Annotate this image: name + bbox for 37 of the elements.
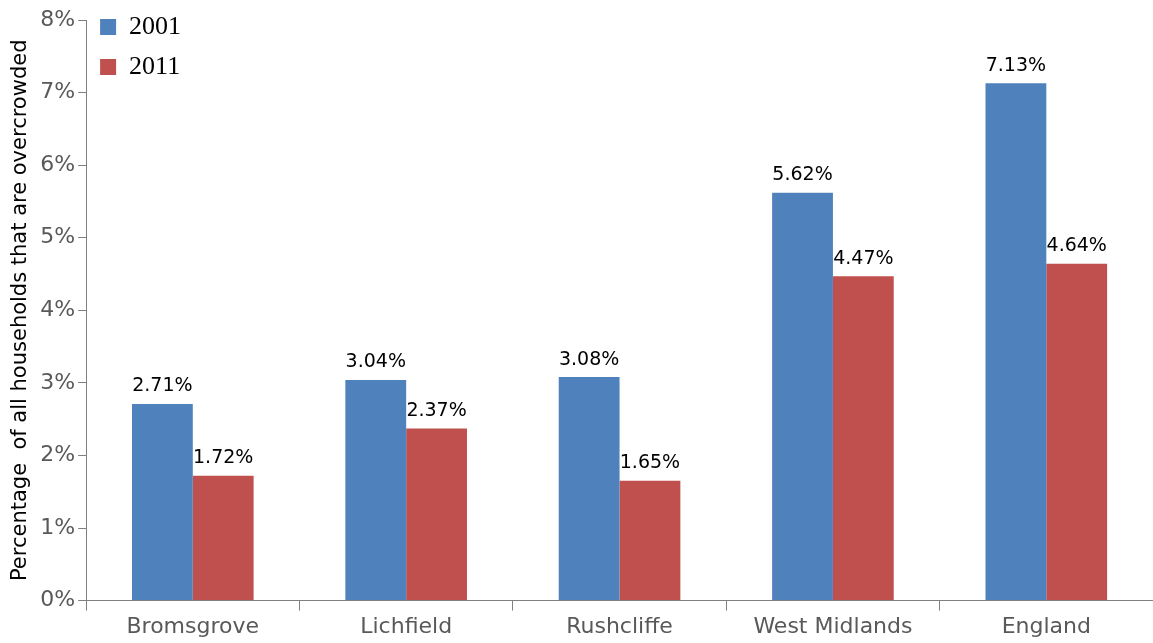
- y-tick-label: 3%: [40, 368, 76, 394]
- data-label: 2.71%: [132, 373, 193, 396]
- x-tick-label: Lichfield: [360, 612, 453, 638]
- data-label: 5.62%: [772, 162, 833, 185]
- data-label: 4.64%: [1046, 233, 1107, 256]
- data-label: 2.37%: [406, 398, 467, 421]
- bar: [1046, 263, 1108, 601]
- data-label: 7.13%: [985, 52, 1047, 75]
- data-label: 1.65%: [619, 450, 681, 473]
- legend-label: 2011: [129, 50, 181, 80]
- bar: [345, 379, 407, 601]
- bar: [131, 403, 193, 601]
- bar: [772, 192, 833, 601]
- y-tick-label: 6%: [40, 150, 76, 176]
- bar: [619, 480, 681, 601]
- x-tick-label: Bromsgrove: [126, 612, 260, 638]
- bar: [832, 276, 894, 601]
- x-tick-label: England: [1001, 612, 1091, 638]
- y-axis-title: Percentage of all households that are overcrowded: [7, 39, 32, 582]
- data-label: 3.08%: [558, 346, 620, 369]
- bar: [558, 377, 620, 601]
- bar: [985, 83, 1047, 601]
- x-tick-label: Rushcliffe: [566, 612, 673, 638]
- y-tick-label: 7%: [40, 78, 76, 104]
- legend-label: 2001: [129, 10, 182, 40]
- y-tick-label: 4%: [40, 296, 76, 322]
- data-label: 1.72%: [193, 445, 254, 468]
- data-label: 4.47%: [833, 245, 894, 268]
- bar: [406, 428, 467, 601]
- y-tick-label: 0%: [40, 586, 76, 612]
- y-tick-label: 8%: [40, 5, 76, 31]
- y-tick-label: 2%: [40, 441, 76, 467]
- x-tick-label: West Midlands: [753, 612, 913, 638]
- data-label: 3.04%: [345, 349, 406, 372]
- y-tick-label: 1%: [40, 513, 76, 539]
- bar: [192, 475, 254, 601]
- y-tick-label: 5%: [40, 223, 76, 249]
